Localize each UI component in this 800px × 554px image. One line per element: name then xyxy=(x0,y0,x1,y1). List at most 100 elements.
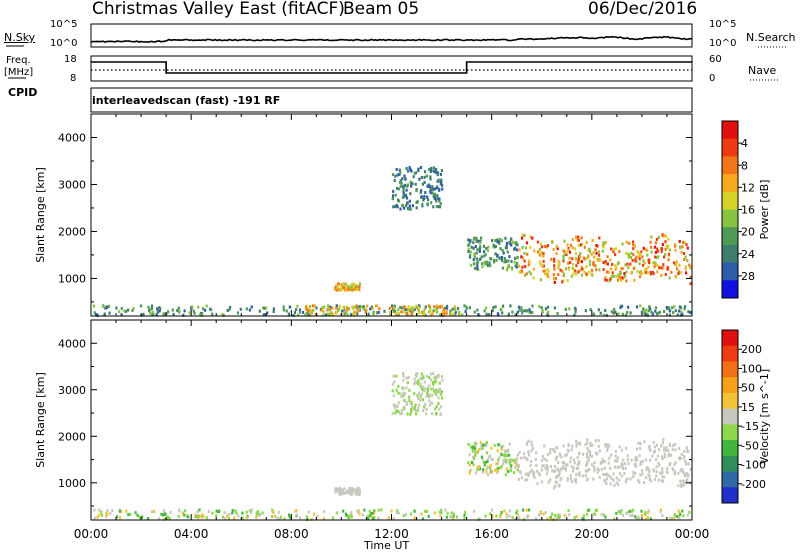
data-cell xyxy=(532,267,535,271)
data-cell xyxy=(533,471,536,475)
data-cell xyxy=(688,510,691,514)
data-cell xyxy=(358,282,362,286)
data-cell xyxy=(674,442,677,446)
data-cell xyxy=(598,253,601,257)
data-cell xyxy=(423,405,426,409)
data-cell xyxy=(468,255,472,259)
data-cell xyxy=(614,253,617,257)
data-cell xyxy=(426,509,429,513)
data-cell xyxy=(620,464,623,468)
data-cell xyxy=(402,191,405,195)
data-cell xyxy=(429,189,432,193)
data-cell xyxy=(439,202,442,205)
data-cell xyxy=(404,305,407,309)
data-cell xyxy=(513,459,516,463)
data-cell xyxy=(556,513,559,517)
data-cell xyxy=(409,192,412,196)
data-cell xyxy=(162,509,165,513)
data-cell xyxy=(542,264,545,268)
colorbar-segment xyxy=(722,440,738,457)
data-cell xyxy=(161,513,164,517)
data-cell xyxy=(592,465,595,468)
data-cell xyxy=(428,393,431,397)
data-cell xyxy=(440,178,443,182)
data-cell xyxy=(435,405,438,409)
data-cell xyxy=(438,199,441,203)
data-cell xyxy=(415,305,418,309)
data-cell xyxy=(396,186,399,190)
data-cell xyxy=(413,392,416,396)
data-cell xyxy=(588,247,591,251)
data-cell xyxy=(412,309,415,313)
freq-right-tick-top: 60 xyxy=(709,54,722,65)
data-cell xyxy=(479,440,482,444)
data-cell xyxy=(440,390,443,394)
data-cell xyxy=(525,272,528,276)
data-cell xyxy=(428,183,431,187)
data-cell xyxy=(674,309,677,313)
data-cell xyxy=(549,451,552,455)
data-cell xyxy=(197,516,200,520)
data-cell xyxy=(165,516,169,520)
data-cell xyxy=(526,478,529,482)
data-cell xyxy=(667,244,670,248)
data-cell xyxy=(469,253,472,257)
data-cell xyxy=(501,266,504,270)
data-cell xyxy=(485,247,488,250)
data-cell xyxy=(687,449,690,453)
data-cell xyxy=(585,462,588,466)
data-cell xyxy=(571,257,574,261)
y-tick-label: 3000 xyxy=(58,384,86,397)
data-cell xyxy=(571,246,574,250)
data-cell xyxy=(423,175,426,179)
data-cell xyxy=(392,205,395,209)
data-cell xyxy=(682,471,685,474)
data-cell xyxy=(346,490,349,494)
data-cell xyxy=(629,311,632,315)
data-cell xyxy=(169,511,172,514)
data-cell xyxy=(673,472,676,476)
data-cell xyxy=(396,509,399,513)
data-cell xyxy=(419,166,423,169)
data-cell xyxy=(574,235,578,239)
data-cell xyxy=(344,491,347,495)
data-cell xyxy=(515,459,518,463)
data-cell xyxy=(644,268,647,271)
data-cell xyxy=(620,474,624,478)
data-cell xyxy=(502,462,505,466)
data-cell xyxy=(366,304,369,308)
data-cell xyxy=(611,263,614,266)
data-cell xyxy=(409,312,412,316)
data-cell xyxy=(669,462,672,466)
data-cell xyxy=(589,250,592,254)
data-cell xyxy=(621,242,624,246)
data-cell xyxy=(453,307,457,311)
data-cell xyxy=(547,310,550,314)
data-cell xyxy=(600,461,603,465)
data-cell xyxy=(677,272,680,276)
colorbar-segment xyxy=(722,408,738,425)
data-cell xyxy=(500,511,503,514)
data-cell xyxy=(125,309,128,313)
data-cell xyxy=(485,441,488,445)
data-cell xyxy=(199,313,202,317)
data-cell xyxy=(418,304,421,308)
data-cell xyxy=(573,478,576,482)
data-cell xyxy=(436,196,439,200)
data-cell xyxy=(635,447,638,451)
data-cell xyxy=(369,514,372,518)
data-cell xyxy=(674,244,677,248)
data-cell xyxy=(648,469,651,473)
data-cell xyxy=(669,516,672,520)
data-cell xyxy=(662,479,665,483)
data-cell xyxy=(546,305,549,309)
data-cell xyxy=(452,313,455,317)
data-cell xyxy=(609,267,612,271)
data-cell xyxy=(429,175,432,179)
data-cell xyxy=(513,246,516,250)
data-cell xyxy=(655,256,658,259)
data-cell xyxy=(391,411,394,415)
data-cell xyxy=(657,311,660,315)
data-cell xyxy=(188,311,191,315)
data-cell xyxy=(661,441,664,445)
